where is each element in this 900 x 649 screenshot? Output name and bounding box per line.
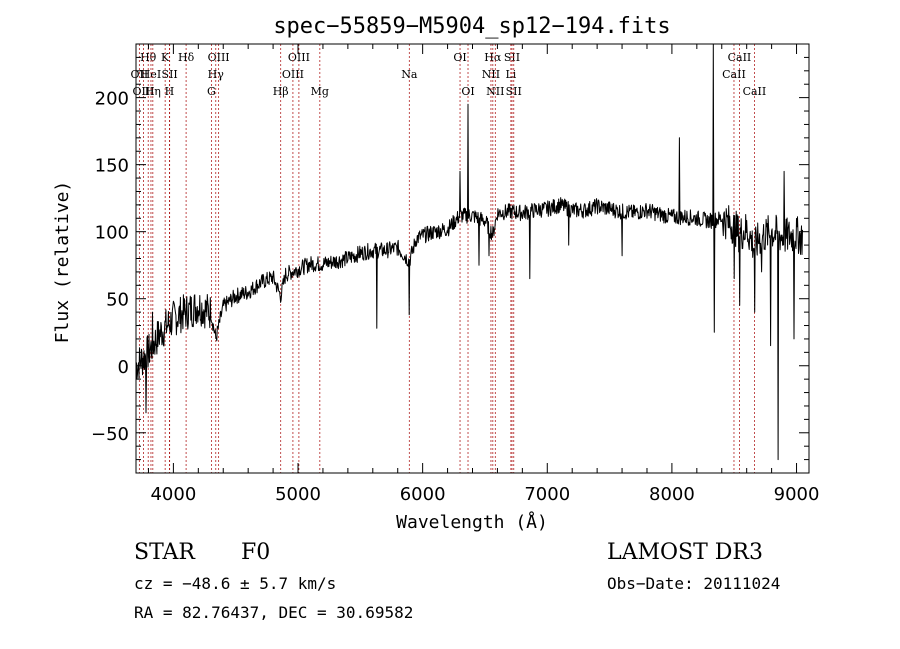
line-label-17: OI	[453, 51, 466, 64]
line-label-11: G	[207, 85, 216, 98]
y-axis-label: Flux (relative)	[52, 181, 73, 344]
line-label-23: Li	[505, 68, 516, 81]
line-label-18: OI	[461, 85, 474, 98]
line-label-6: SII	[162, 68, 178, 81]
y-tick-label-5: 200	[95, 89, 129, 110]
line-label-16: Na	[401, 68, 418, 81]
line-label-15: Mg	[311, 85, 329, 98]
y-tick-label-3: 100	[95, 223, 129, 244]
x-tick-label-1: 5000	[275, 484, 321, 505]
line-label-25: CaII	[728, 51, 752, 64]
x-axis-label: Wavelength (Å)	[396, 511, 548, 533]
x-tick-label-0: 4000	[150, 484, 196, 505]
observation-date: Obs−Date: 20111024	[607, 574, 781, 593]
axis-ticks: 4000 5000 6000 7000 8000 9000 −50 0 50 100 150 200	[91, 43, 820, 505]
line-label-5: K	[161, 51, 170, 64]
x-tick-label-3: 7000	[524, 484, 570, 505]
object-class: STAR	[134, 540, 195, 565]
y-tick-label-1: 0	[118, 357, 129, 378]
line-label-3: HeI	[141, 68, 161, 81]
survey-name: LAMOST DR3	[607, 540, 763, 565]
plot-frame	[135, 43, 810, 474]
object-subclass: F0	[241, 540, 271, 565]
x-tick-label-4: 8000	[649, 484, 695, 505]
x-tick-label-5: 9000	[774, 484, 820, 505]
line-label-9: OIII	[208, 51, 230, 64]
y-tick-label-0: −50	[91, 424, 129, 445]
line-label-14: OIII	[282, 68, 304, 81]
line-label-26: CaII	[722, 68, 746, 81]
sky-coordinates: RA = 82.76437, DEC = 30.69582	[134, 603, 414, 622]
line-label-2: OIII	[132, 85, 154, 98]
flux-series	[135, 43, 803, 461]
line-label-0: Hθ	[140, 51, 157, 64]
line-label-22: SII	[504, 51, 520, 64]
y-tick-label-4: 150	[95, 156, 129, 177]
flux-line	[135, 43, 803, 461]
line-label-4: Hη	[145, 85, 161, 98]
x-tick-label-2: 6000	[400, 484, 446, 505]
line-label-24: SII	[506, 85, 522, 98]
line-label-20: NII	[482, 68, 500, 81]
line-label-8: Hδ	[178, 51, 195, 64]
line-label-13: OIII	[288, 51, 310, 64]
chart-title: spec−55859−M5904_sp12−194.fits	[273, 14, 670, 39]
line-label-27: CaII	[743, 85, 767, 98]
line-label-7: H	[165, 85, 175, 98]
line-label-10: Hγ	[208, 68, 225, 81]
line-label-21: NII	[486, 85, 504, 98]
redshift-cz: cz = −48.6 ± 5.7 km/s	[134, 574, 337, 593]
line-label-12: Hβ	[273, 85, 289, 98]
y-tick-label-2: 50	[106, 290, 129, 311]
line-label-19: Hα	[484, 51, 502, 64]
